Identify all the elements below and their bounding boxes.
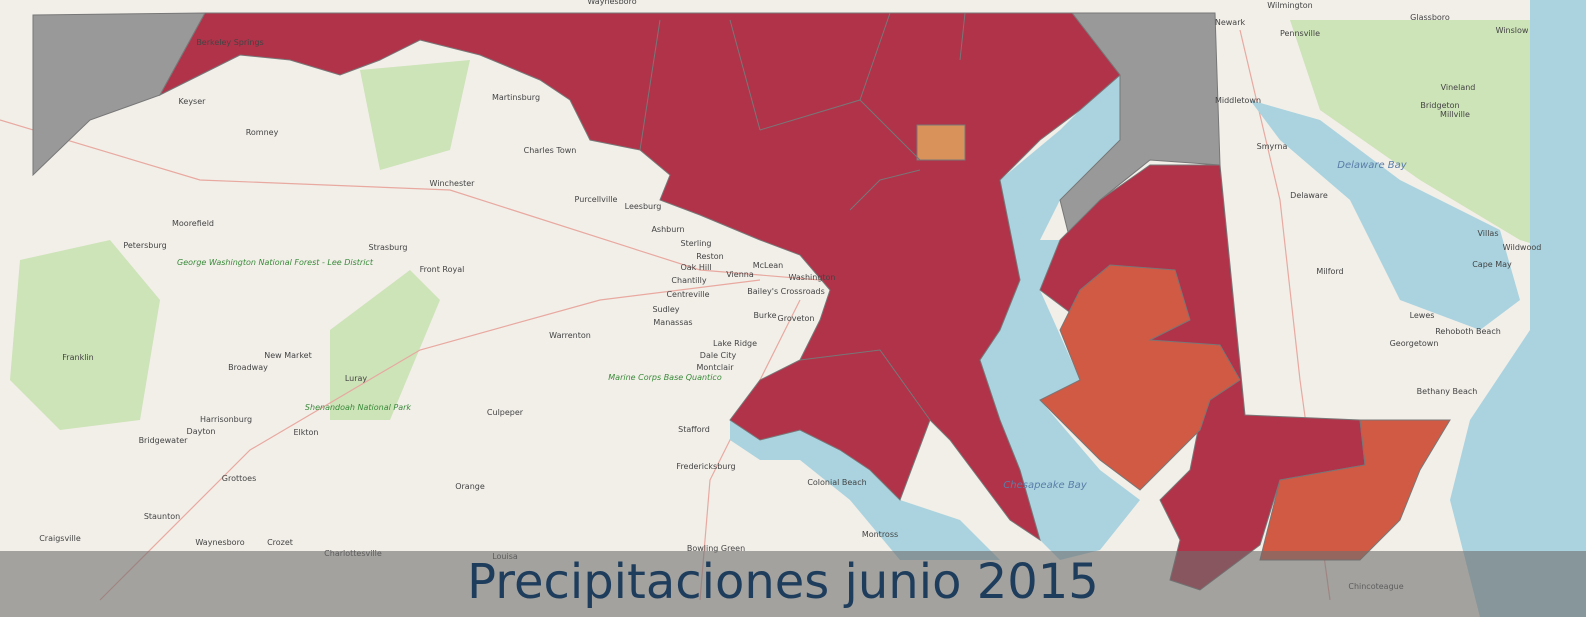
place-label: New Market bbox=[264, 351, 312, 360]
place-label: Strasburg bbox=[369, 243, 408, 252]
place-label: Warrenton bbox=[549, 331, 591, 340]
place-label: McLean bbox=[753, 261, 784, 270]
place-label: Wildwood bbox=[1503, 243, 1542, 252]
place-label: Harrisonburg bbox=[200, 415, 252, 424]
place-label: Elkton bbox=[293, 428, 318, 437]
counties bbox=[32, 12, 1451, 591]
place-label: Charles Town bbox=[524, 146, 577, 155]
place-label: Smyrna bbox=[1257, 142, 1288, 151]
place-label: Burke bbox=[753, 311, 776, 320]
place-label: Lake Ridge bbox=[713, 339, 757, 348]
place-label: Ashburn bbox=[651, 225, 684, 234]
place-label: Broadway bbox=[228, 363, 268, 372]
area-label: Delaware Bay bbox=[1337, 160, 1407, 171]
place-label: Luray bbox=[345, 374, 368, 383]
place-label: Culpeper bbox=[487, 408, 524, 417]
place-label: Montross bbox=[862, 530, 898, 539]
place-label: Waynesboro bbox=[195, 538, 244, 547]
place-label: Sudley bbox=[652, 305, 679, 314]
place-label: Wilmington bbox=[1267, 1, 1312, 10]
place-label: Staunton bbox=[144, 512, 180, 521]
place-label: Bridgeton bbox=[1420, 101, 1459, 110]
place-label: Sterling bbox=[680, 239, 711, 248]
place-label: Villas bbox=[1477, 229, 1498, 238]
place-label: Delaware bbox=[1290, 191, 1328, 200]
place-label: Keyser bbox=[179, 97, 207, 106]
place-label: Dayton bbox=[187, 427, 216, 436]
place-label: Orange bbox=[455, 482, 485, 491]
map-title: Precipitaciones junio 2015 bbox=[467, 554, 1099, 610]
place-label: Fredericksburg bbox=[676, 462, 735, 471]
place-label: Stafford bbox=[678, 425, 710, 434]
place-label: Oak Hill bbox=[680, 263, 711, 272]
place-label: Millville bbox=[1440, 110, 1470, 119]
place-label: Chantilly bbox=[671, 276, 706, 285]
place-label: Milford bbox=[1316, 267, 1343, 276]
area-label: Shenandoah National Park bbox=[305, 403, 411, 412]
place-label: Washington bbox=[788, 273, 835, 282]
place-label: Romney bbox=[246, 128, 279, 137]
place-label: Middletown bbox=[1215, 96, 1261, 105]
place-label: Waynesboro bbox=[587, 0, 636, 6]
place-label: Leesburg bbox=[625, 202, 662, 211]
place-label: Cape May bbox=[1472, 260, 1512, 269]
place-label: Grottoes bbox=[222, 474, 256, 483]
area-label: Chesapeake Bay bbox=[1003, 480, 1088, 491]
place-label: Vineland bbox=[1441, 83, 1476, 92]
place-label: Centreville bbox=[666, 290, 709, 299]
forest bbox=[10, 20, 1586, 430]
area-label: George Washington National Forest - Lee … bbox=[177, 258, 374, 267]
place-label: Colonial Beach bbox=[807, 478, 866, 487]
place-label: Glassboro bbox=[1410, 13, 1450, 22]
place-label: Martinsburg bbox=[492, 93, 540, 102]
place-label: Petersburg bbox=[123, 241, 166, 250]
place-label: Crozet bbox=[267, 538, 293, 547]
place-label: Purcellville bbox=[575, 195, 618, 204]
place-label: Vienna bbox=[726, 270, 754, 279]
place-label: Manassas bbox=[653, 318, 692, 327]
place-label: Groveton bbox=[778, 314, 815, 323]
water bbox=[730, 0, 1586, 617]
area-label: Marine Corps Base Quantico bbox=[608, 373, 722, 382]
place-label: Montclair bbox=[696, 363, 734, 372]
place-label: Bowling Green bbox=[687, 544, 745, 553]
place-label: Lewes bbox=[1410, 311, 1435, 320]
place-label: Winchester bbox=[430, 179, 476, 188]
place-label: Bethany Beach bbox=[1417, 387, 1478, 396]
place-label: Moorefield bbox=[172, 219, 214, 228]
place-label: Winslow bbox=[1496, 26, 1529, 35]
place-label: Georgetown bbox=[1390, 339, 1439, 348]
place-label: Bridgewater bbox=[139, 436, 189, 445]
place-label: Dale City bbox=[700, 351, 737, 360]
place-label: Berkeley Springs bbox=[196, 38, 263, 47]
place-label: Rehoboth Beach bbox=[1435, 327, 1501, 336]
place-label: Front Royal bbox=[420, 265, 465, 274]
title-bar bbox=[0, 551, 1586, 617]
place-label: Pennsville bbox=[1280, 29, 1320, 38]
place-label: Newark bbox=[1215, 18, 1246, 27]
place-label: Reston bbox=[696, 252, 723, 261]
place-label: Franklin bbox=[62, 353, 93, 362]
place-label: Bailey's Crossroads bbox=[747, 287, 825, 296]
place-label: Craigsville bbox=[39, 534, 81, 543]
